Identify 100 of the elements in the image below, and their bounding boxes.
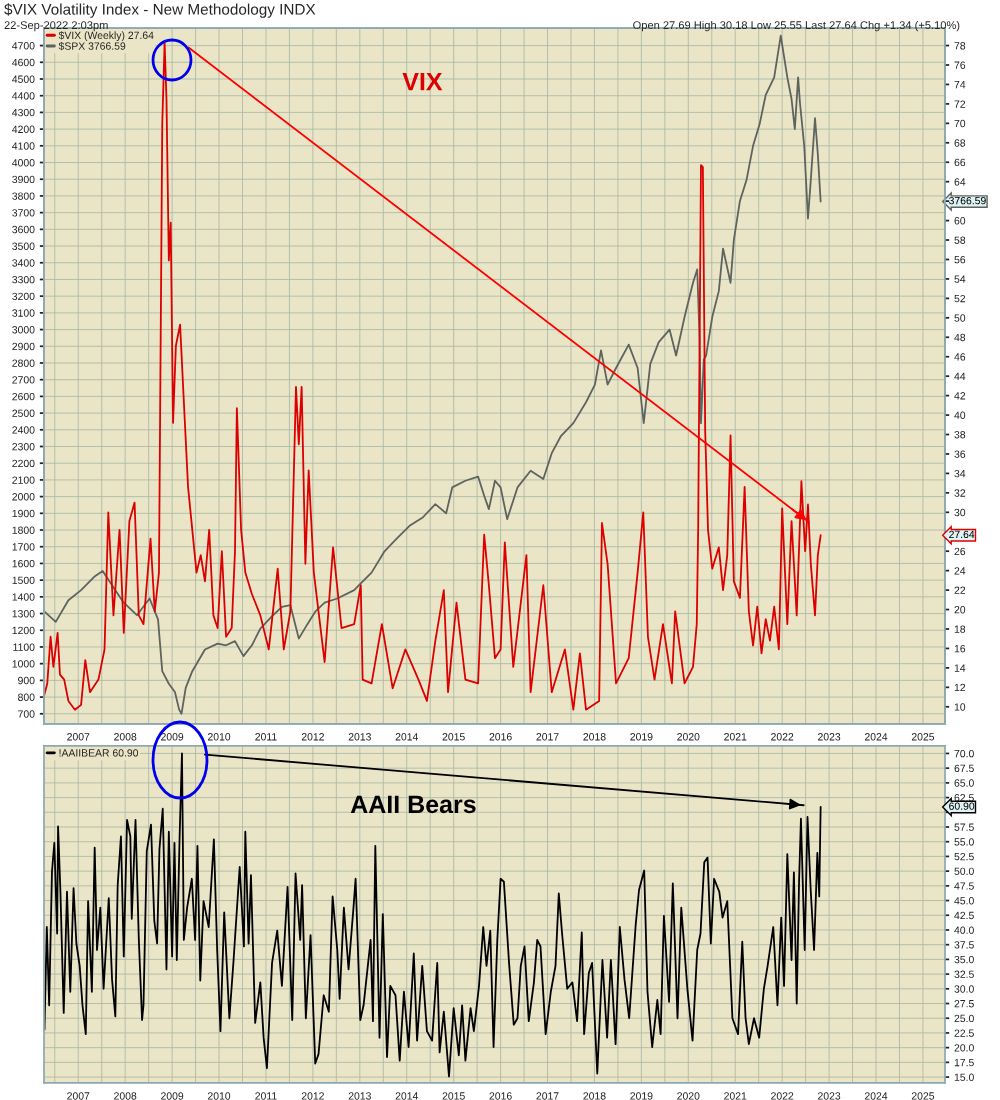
y2-tick-label: 25.0 — [954, 1014, 974, 1023]
y2-tick-label: 45.0 — [954, 897, 974, 905]
y2-tick-label: 52.5 — [954, 852, 974, 861]
y2-tick-label: 10 — [954, 703, 966, 711]
y-tick-label: 2700 — [12, 376, 35, 384]
y-tick-label: 1600 — [12, 559, 35, 568]
y2-tick-label: 20.0 — [954, 1044, 974, 1052]
y2-tick-label: 74 — [954, 81, 966, 89]
y-tick-label: 3900 — [12, 175, 35, 184]
y2-tick-label: 40.0 — [954, 926, 974, 934]
annotation: AAII Bears — [350, 795, 476, 814]
x-tick-label: 2016 — [489, 733, 512, 741]
y2-tick-label: 68 — [954, 139, 966, 147]
x-tick-label: 2022 — [771, 1092, 794, 1100]
y2-tick-label: 47.5 — [954, 882, 974, 890]
x-tick-label: 2012 — [301, 733, 324, 741]
y2-tick-label: 67.5 — [954, 764, 974, 773]
text: 60.90 — [949, 802, 975, 810]
y-tick-label: 900 — [18, 676, 35, 685]
x-tick-label: 2019 — [630, 733, 653, 741]
y2-tick-label: 38 — [954, 431, 966, 439]
y2-tick-label: 60 — [954, 217, 966, 225]
x-tick-label: 2014 — [395, 733, 419, 741]
x-tick-label: 2017 — [536, 733, 559, 741]
y-tick-label: 1400 — [12, 593, 35, 601]
y2-tick-label: 42.5 — [954, 911, 974, 920]
y2-tick-label: 24 — [954, 567, 966, 575]
x-tick-label: 2021 — [724, 1092, 747, 1100]
annotation: Open 27.69 High 30.18 Low 25.55 Last 27.64 Chg +1.34 (+5.10%) — [633, 20, 960, 32]
y-tick-label: 3400 — [12, 259, 35, 267]
y-tick-label: 2200 — [12, 459, 35, 468]
y2-tick-label: 46 — [954, 353, 966, 361]
y2-tick-label: 30.0 — [954, 985, 974, 993]
y-tick-label: 3600 — [12, 225, 35, 234]
x-tick-label: 2024 — [864, 733, 888, 741]
y-tick-label: 1700 — [12, 543, 35, 551]
x-tick-label: 2023 — [818, 1092, 841, 1100]
y2-tick-label: 64 — [954, 178, 966, 186]
x-tick-label: 2007 — [67, 733, 90, 741]
y2-tick-label: 57.5 — [954, 823, 974, 831]
y-tick-label: 4400 — [12, 92, 35, 100]
y2-tick-label: 26 — [954, 547, 966, 556]
y-tick-label: 1300 — [12, 610, 35, 618]
y2-tick-label: 35.0 — [954, 955, 974, 964]
x-tick-label: 2025 — [911, 1092, 935, 1100]
y-tick-label: 3200 — [12, 292, 35, 301]
y-tick-label: 1500 — [12, 576, 35, 585]
x-tick-label: 2011 — [255, 1092, 277, 1100]
y-tick-label: 2600 — [12, 392, 35, 401]
y-tick-label: 4000 — [12, 159, 35, 167]
x-tick-label: 2020 — [677, 733, 700, 741]
y2-tick-label: 56 — [954, 255, 966, 264]
y2-tick-label: 48 — [954, 333, 966, 342]
y2-tick-label: 44 — [954, 372, 966, 380]
x-tick-label: 2008 — [114, 733, 137, 741]
x-tick-label: 2017 — [536, 1092, 559, 1100]
y2-tick-label: 17.5 — [954, 1058, 974, 1067]
y-tick-label: 2400 — [12, 426, 35, 434]
y-tick-label: 2100 — [12, 476, 35, 484]
chart-title: $VIX Volatility Index - New Methodology INDX — [4, 3, 316, 18]
y2-tick-label: 78 — [954, 42, 966, 50]
y2-tick-label: 20 — [954, 606, 966, 614]
y2-tick-label: 50 — [954, 314, 966, 322]
y-tick-label: 1000 — [12, 660, 35, 668]
y2-tick-label: 37.5 — [954, 941, 974, 949]
y-tick-label: 4500 — [12, 75, 35, 83]
legend-label: $VIX (Weekly) 27.64 — [58, 31, 154, 42]
y-tick-label: 800 — [18, 693, 35, 701]
y2-tick-label: 65.0 — [954, 779, 974, 787]
y2-tick-label: 55.0 — [954, 838, 974, 846]
y2-tick-label: 15.0 — [954, 1073, 974, 1081]
x-tick-label: 2013 — [348, 733, 371, 741]
y-tick-label: 3500 — [12, 242, 35, 250]
y-tick-label: 4600 — [12, 58, 35, 67]
y-tick-label: 2500 — [12, 409, 35, 417]
y2-tick-label: 42 — [954, 392, 966, 400]
y2-tick-label: 50.0 — [954, 867, 974, 876]
y2-tick-label: 70 — [954, 119, 966, 128]
x-tick-label: 2008 — [114, 1092, 137, 1100]
y2-tick-label: 70.0 — [954, 749, 974, 758]
text: 3766.59 — [949, 196, 986, 205]
y-tick-label: 1200 — [12, 626, 35, 635]
y2-tick-label: 36 — [954, 450, 966, 458]
y2-tick-label: 18 — [954, 625, 966, 633]
y-tick-label: 3800 — [12, 192, 35, 200]
x-tick-label: 2010 — [207, 1092, 231, 1100]
y-tick-label: 3000 — [12, 326, 35, 334]
y2-tick-label: 76 — [954, 61, 966, 69]
x-tick-label: 2022 — [771, 733, 794, 741]
x-tick-label: 2016 — [489, 1092, 512, 1100]
y2-tick-label: 34 — [954, 469, 966, 478]
y2-tick-label: 16 — [954, 644, 966, 653]
y2-tick-label: 22.5 — [954, 1029, 974, 1037]
y-tick-label: 700 — [18, 710, 35, 718]
x-tick-label: 2025 — [911, 733, 935, 741]
y-tick-label: 1100 — [13, 643, 35, 651]
x-tick-label: 2018 — [583, 733, 606, 741]
y2-tick-label: 58 — [954, 236, 966, 244]
x-tick-label: 2010 — [207, 733, 231, 741]
x-tick-label: 2009 — [161, 1092, 184, 1100]
